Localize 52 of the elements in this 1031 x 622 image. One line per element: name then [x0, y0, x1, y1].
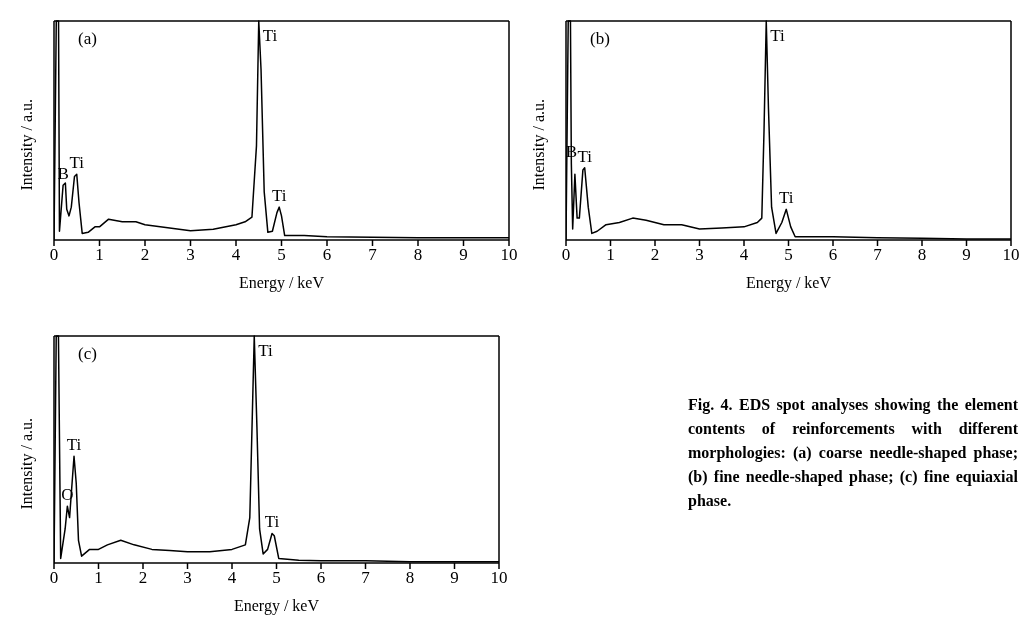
x-tick-label: 9 — [459, 245, 468, 265]
x-tick-label: 8 — [413, 245, 423, 265]
x-tick-label: 9 — [450, 568, 459, 588]
x-tick-label: 1 — [95, 245, 104, 265]
x-tick-label: 0 — [49, 568, 59, 588]
x-tick-label: 5 — [272, 568, 281, 588]
x-tick-label: 2 — [650, 245, 660, 265]
x-tick-label: 7 — [361, 568, 371, 588]
annotation: Ti — [262, 26, 278, 46]
annotation: Ti — [770, 26, 786, 46]
x-tick-label: 5 — [277, 245, 286, 265]
x-tick-label: 2 — [138, 568, 148, 588]
x-tick-label: 1 — [94, 568, 103, 588]
annotation: Ti — [264, 512, 280, 532]
x-tick-label: 6 — [322, 245, 332, 265]
x-tick-label: 3 — [695, 245, 704, 265]
x-axis-title: Energy / keV — [238, 274, 325, 292]
x-tick-label: 8 — [405, 568, 415, 588]
x-tick-label: 10 — [1002, 245, 1020, 265]
x-tick-label: 2 — [140, 245, 150, 265]
annotation: (b) — [590, 29, 610, 48]
y-axis-title: Intensity / a.u. — [17, 417, 36, 510]
x-axis-title: Energy / keV — [233, 597, 320, 615]
x-tick-label: 8 — [917, 245, 927, 265]
x-tick-label: 4 — [231, 245, 241, 265]
annotation: Ti — [779, 188, 794, 208]
x-tick-label: 6 — [828, 245, 838, 265]
x-tick-label: 3 — [186, 245, 195, 265]
annotation: Ti — [66, 435, 82, 455]
x-tick-label: 1 — [606, 245, 615, 265]
caption: Fig. 4. EDS spot analyses showing the element contents of reinforcements with different morphologies: (a) coarse needle-shaped phase; (b) fine needle-shaped phase; (c) fine equiaxial phase. — [688, 395, 1018, 512]
y-axis-title: Intensity / a.u. — [529, 98, 548, 191]
x-tick-label: 7 — [873, 245, 883, 265]
x-tick-label: 10 — [500, 245, 518, 265]
annotation: Ti — [69, 153, 85, 173]
x-tick-label: 3 — [183, 568, 192, 588]
x-tick-label: 6 — [316, 568, 326, 588]
x-tick-label: 4 — [227, 568, 237, 588]
annotation: Ti — [577, 146, 593, 166]
y-axis-title: Intensity / a.u. — [17, 98, 36, 191]
x-tick-label: 5 — [784, 245, 793, 265]
annotation: (a) — [78, 29, 97, 48]
x-tick-label: 0 — [49, 245, 59, 265]
annotation: Ti — [271, 186, 287, 206]
x-tick-label: 7 — [368, 245, 378, 265]
x-tick-label: 9 — [962, 245, 971, 265]
annotation: Ti — [258, 341, 274, 361]
annotation: (c) — [78, 344, 97, 363]
x-tick-label: 10 — [490, 568, 508, 588]
x-tick-label: 4 — [739, 245, 749, 265]
x-tick-label: 0 — [561, 245, 571, 265]
x-axis-title: Energy / keV — [745, 274, 832, 292]
